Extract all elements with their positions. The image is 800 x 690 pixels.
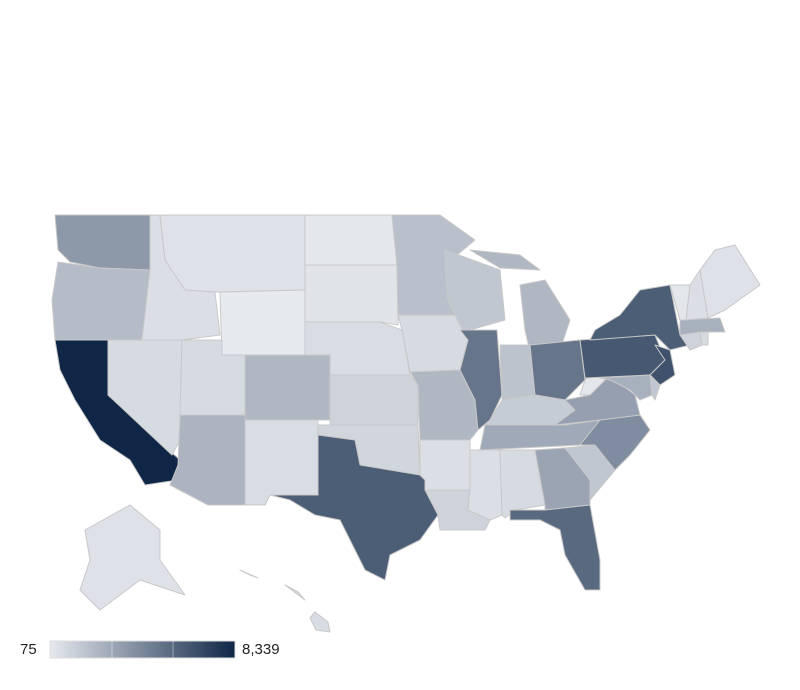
legend-min-label: 75 — [20, 641, 37, 658]
regions — [51, 214, 761, 633]
region[interactable] — [459, 329, 503, 431]
region[interactable] — [649, 374, 661, 401]
region[interactable] — [51, 261, 151, 341]
region[interactable] — [304, 214, 398, 266]
region[interactable] — [219, 289, 306, 356]
region[interactable] — [269, 434, 439, 581]
region[interactable] — [244, 354, 331, 421]
region[interactable] — [239, 569, 331, 633]
legend: 75 8,339 — [20, 640, 280, 659]
region[interactable] — [499, 344, 536, 401]
legend-bar — [49, 640, 236, 659]
region[interactable] — [244, 419, 319, 506]
region[interactable] — [54, 214, 151, 271]
region[interactable] — [304, 264, 399, 326]
region[interactable] — [329, 374, 419, 426]
region[interactable] — [419, 439, 471, 491]
region[interactable] — [397, 314, 469, 373]
region[interactable] — [509, 504, 601, 591]
region[interactable] — [159, 214, 306, 293]
region[interactable] — [169, 414, 246, 506]
region[interactable] — [529, 339, 586, 401]
region[interactable] — [699, 244, 761, 319]
legend-max-label: 8,339 — [242, 641, 280, 658]
region[interactable] — [467, 449, 503, 521]
region[interactable] — [679, 317, 726, 336]
region[interactable] — [79, 504, 186, 611]
region[interactable] — [699, 331, 709, 346]
region[interactable] — [579, 334, 666, 379]
